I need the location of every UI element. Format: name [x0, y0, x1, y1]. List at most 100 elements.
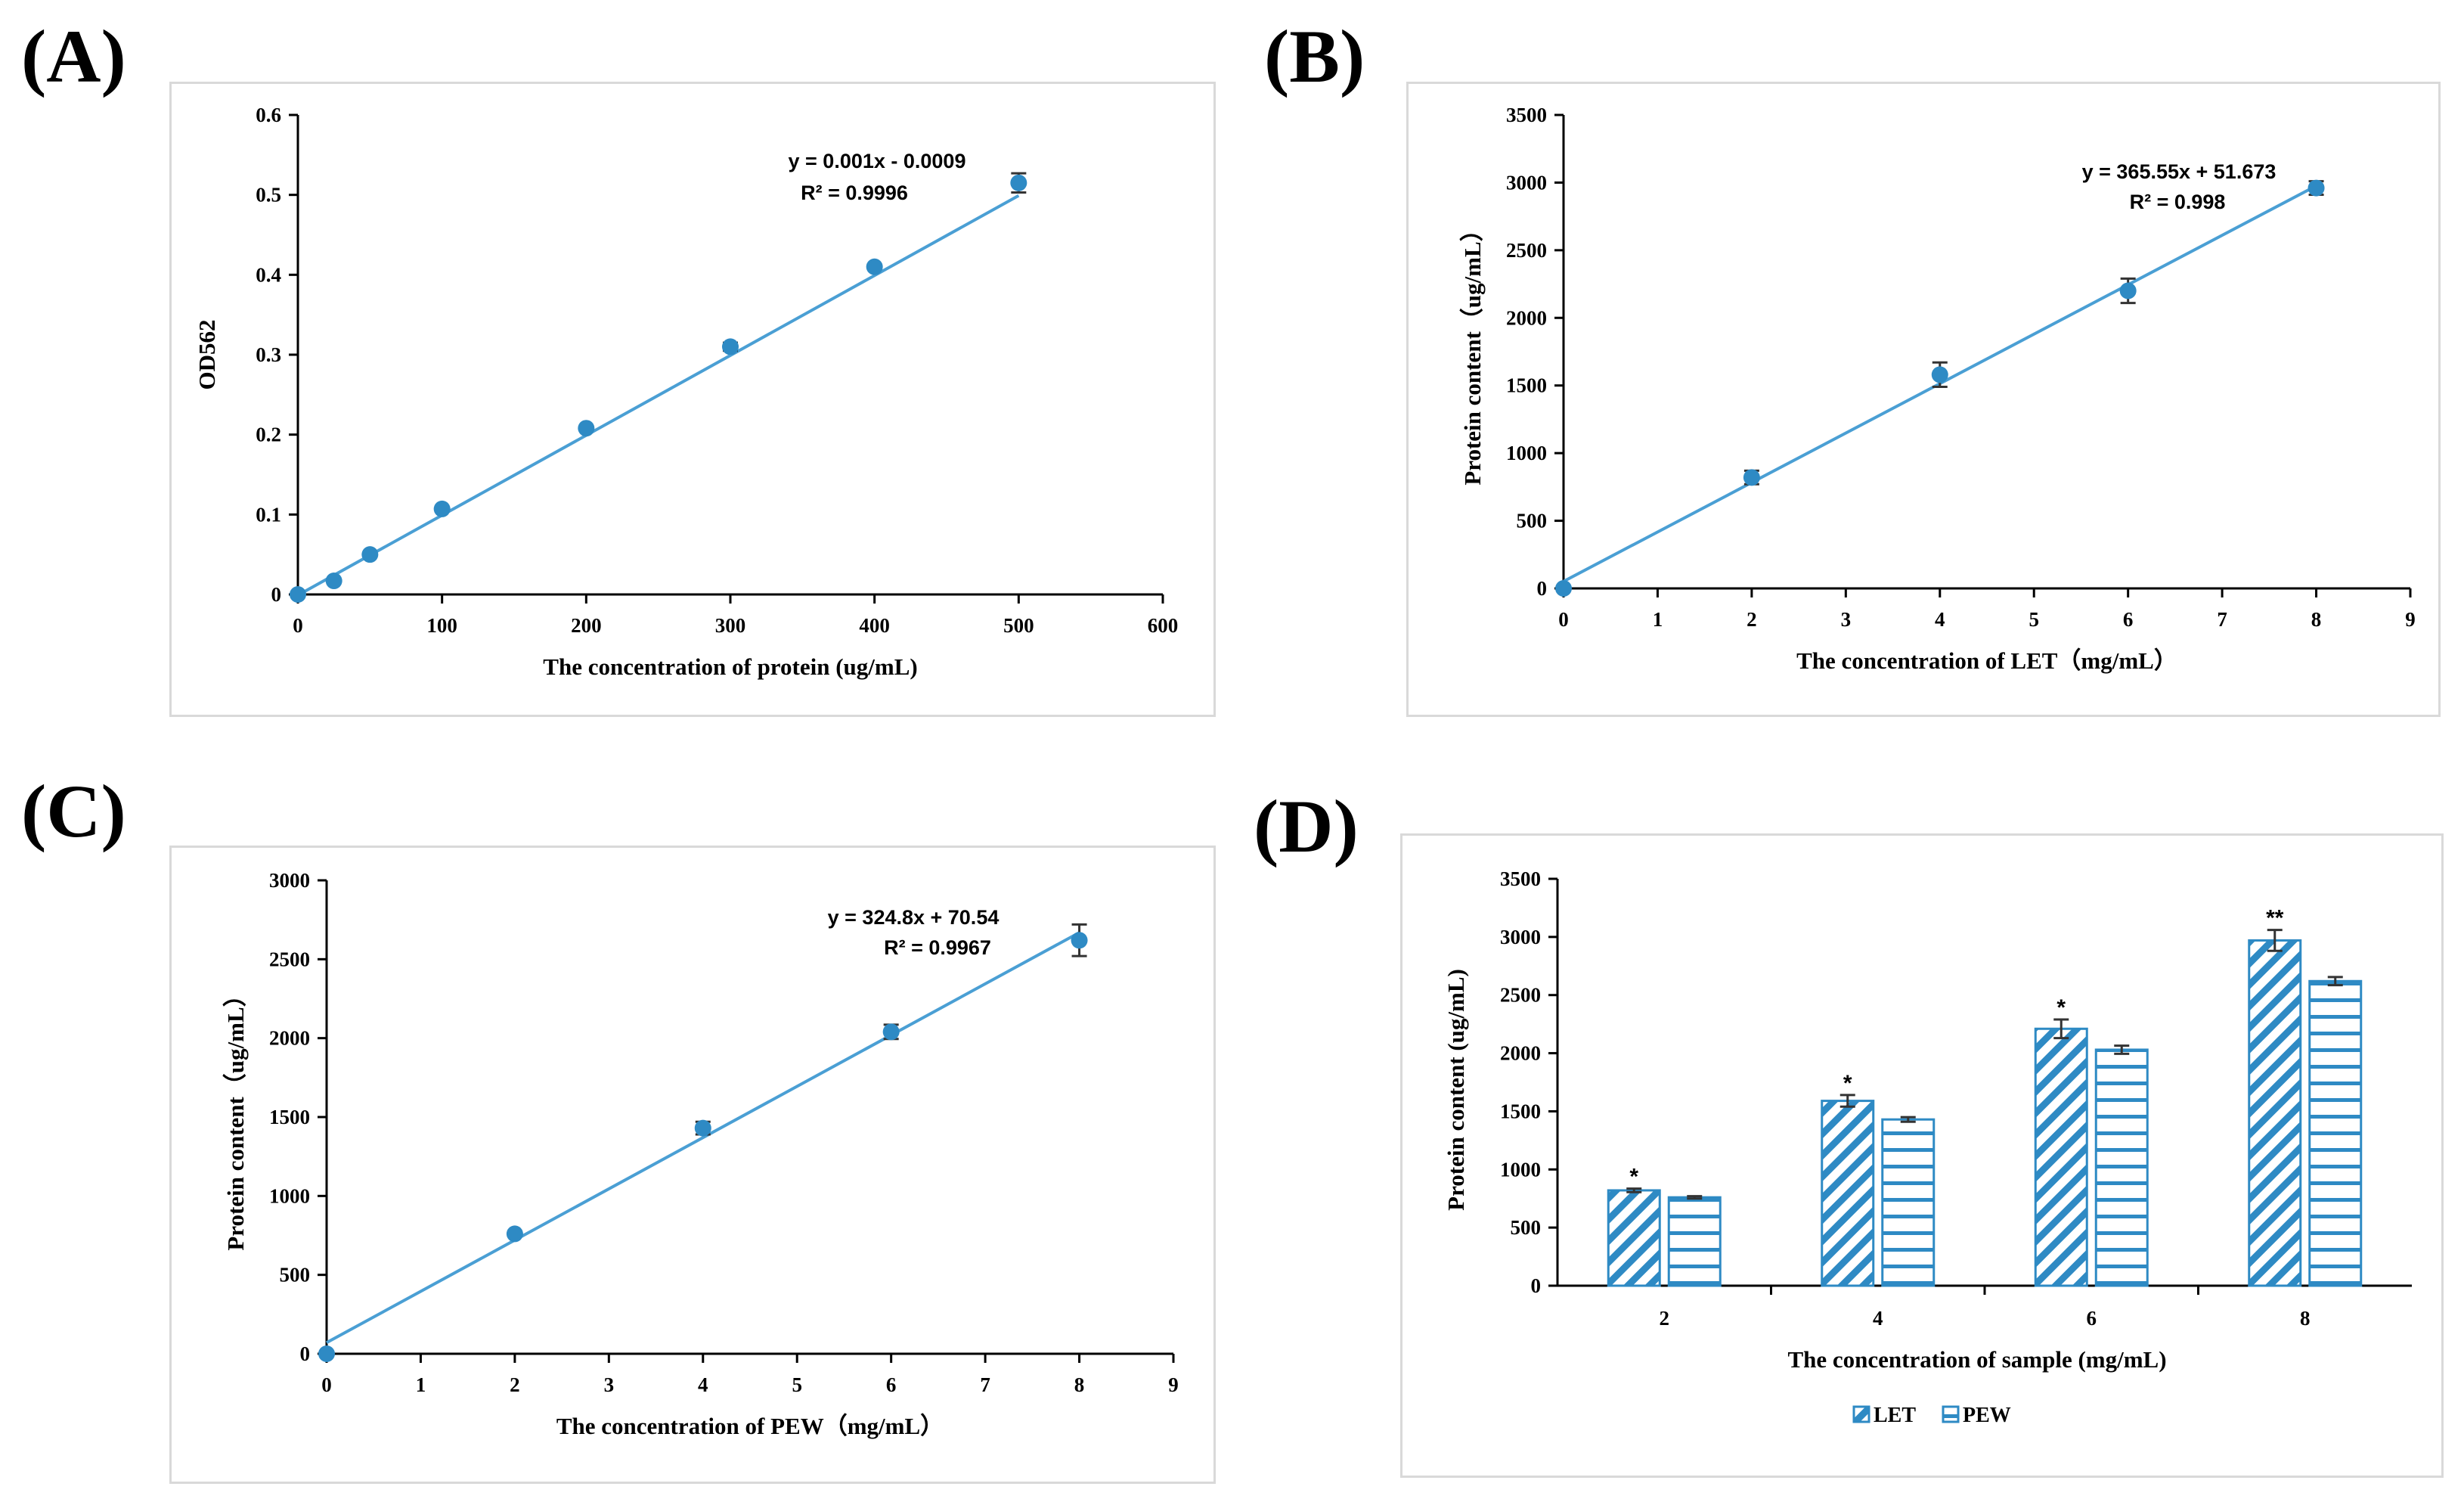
x-tick-label-B: 0 — [1558, 608, 1569, 631]
x-tick-label-C: 6 — [886, 1373, 897, 1396]
y-tick-label-A: 0.4 — [256, 263, 281, 286]
bar-pew — [2308, 979, 2363, 1287]
y-tick-label-C: 3000 — [269, 869, 310, 892]
x-tick-label-C: 2 — [510, 1373, 520, 1396]
y-axis-label-A: OD562 — [194, 320, 220, 390]
x-tick-label-D: 2 — [1660, 1307, 1670, 1330]
x-tick-label-B: 1 — [1653, 608, 1663, 631]
data-point-C — [694, 1119, 711, 1137]
x-tick-label-B: 3 — [1841, 608, 1852, 631]
bar-let — [1607, 1189, 1661, 1287]
x-tick-label-B: 8 — [2311, 608, 2322, 631]
data-point-C — [1071, 932, 1088, 949]
y-tick-label-D: 1500 — [1500, 1100, 1541, 1122]
x-tick-label-C: 1 — [416, 1373, 426, 1396]
bar-let — [2248, 939, 2302, 1287]
trendline-A — [297, 194, 1020, 597]
data-point-B — [1931, 366, 1948, 383]
x-tick-label-D: 6 — [2087, 1307, 2097, 1330]
significance-marker: * — [2056, 995, 2066, 1020]
legend-swatch-let — [1852, 1405, 1870, 1423]
data-point-A — [361, 546, 379, 563]
x-tick-label-A: 100 — [426, 614, 457, 637]
x-tick-label-A: 400 — [859, 614, 890, 637]
x-tick-label-D: 4 — [1873, 1307, 1883, 1330]
significance-marker: * — [1843, 1071, 1852, 1096]
x-tick-label-A: 0 — [293, 614, 303, 637]
data-point-A — [325, 573, 342, 590]
r-squared-B: R² = 0.998 — [2130, 191, 2226, 213]
y-tick-label-B: 3500 — [1506, 104, 1547, 126]
x-axis-label-B: The concentration of LET（mg/mL） — [1796, 647, 2177, 674]
x-tick-label-A: 200 — [571, 614, 602, 637]
y-tick-label-B: 2500 — [1506, 239, 1547, 262]
x-axis-label-C: The concentration of PEW（mg/mL） — [556, 1413, 944, 1439]
y-tick-label-C: 1000 — [269, 1184, 310, 1207]
significance-marker: * — [1629, 1165, 1638, 1190]
x-tick-label-A: 500 — [1003, 614, 1034, 637]
bar-pew — [1667, 1196, 1722, 1287]
y-tick-label-B: 1000 — [1506, 442, 1547, 464]
bar-pew — [1881, 1118, 1936, 1287]
x-tick-label-C: 3 — [604, 1373, 615, 1396]
y-tick-label-C: 500 — [280, 1264, 311, 1286]
y-tick-label-B: 0 — [1537, 577, 1548, 600]
panel-label-a: (A) — [21, 14, 126, 98]
x-tick-label-C: 9 — [1168, 1373, 1179, 1396]
x-axis-label-D: The concentration of sample (mg/mL) — [1787, 1346, 2166, 1373]
y-tick-label-D: 0 — [1531, 1274, 1542, 1297]
x-tick-label-B: 2 — [1746, 608, 1757, 631]
y-tick-label-C: 0 — [300, 1342, 311, 1365]
legend-label-pew: PEW — [1963, 1404, 2011, 1427]
y-tick-label-C: 2000 — [269, 1027, 310, 1050]
legend-swatch-pew — [1942, 1405, 1960, 1423]
bar-let — [2034, 1027, 2088, 1287]
x-tick-label-B: 4 — [1935, 608, 1945, 631]
r-squared-A: R² = 0.9996 — [801, 182, 908, 204]
data-point-B — [1743, 469, 1760, 486]
data-point-A — [722, 338, 739, 355]
data-point-C — [318, 1345, 335, 1362]
y-tick-label-B: 1500 — [1506, 374, 1547, 397]
x-tick-label-B: 9 — [2405, 608, 2416, 631]
y-tick-label-B: 3000 — [1506, 171, 1547, 194]
x-tick-label-C: 0 — [321, 1373, 332, 1396]
y-axis-label-C: Protein content（ug/mL） — [222, 983, 249, 1250]
y-axis-label-B: Protein content（ug/mL） — [1459, 218, 1486, 485]
data-point-B — [2119, 282, 2137, 299]
y-tick-label-A: 0.1 — [256, 503, 281, 526]
data-point-A — [433, 500, 451, 517]
y-tick-label-A: 0.5 — [256, 184, 281, 206]
x-tick-label-C: 5 — [792, 1373, 802, 1396]
significance-marker: ** — [2266, 906, 2284, 931]
equation-B: y = 365.55x + 51.673 — [2082, 160, 2276, 183]
panel-label-b: (B) — [1264, 14, 1365, 98]
equation-C: y = 324.8x + 70.54 — [828, 906, 1000, 929]
y-tick-label-C: 1500 — [269, 1106, 310, 1128]
equation-A: y = 0.001x - 0.0009 — [789, 150, 966, 172]
x-tick-label-B: 6 — [2123, 608, 2134, 631]
data-point-B — [2307, 179, 2325, 197]
y-tick-label-D: 2500 — [1500, 984, 1541, 1007]
y-tick-label-A: 0.6 — [256, 104, 281, 126]
panel-a-frame — [169, 82, 1216, 717]
data-point-B — [1555, 580, 1572, 597]
data-point-A — [1010, 174, 1027, 191]
r-squared-C: R² = 0.9967 — [884, 936, 991, 959]
panel-label-d: (D) — [1254, 784, 1359, 868]
bar-let — [1821, 1100, 1875, 1287]
data-point-C — [882, 1023, 900, 1041]
bar-pew — [2094, 1048, 2149, 1287]
data-point-A — [866, 258, 883, 275]
trendline-C — [326, 931, 1080, 1345]
x-tick-label-C: 8 — [1074, 1373, 1085, 1396]
x-tick-label-B: 7 — [2217, 608, 2227, 631]
y-tick-label-D: 3500 — [1500, 867, 1541, 890]
data-point-C — [506, 1225, 523, 1243]
panel-label-c: (C) — [21, 769, 126, 853]
x-axis-label-A: The concentration of protein (ug/mL) — [543, 653, 917, 680]
x-tick-label-C: 4 — [698, 1373, 708, 1396]
y-tick-label-B: 500 — [1517, 510, 1548, 532]
data-point-A — [578, 420, 595, 437]
